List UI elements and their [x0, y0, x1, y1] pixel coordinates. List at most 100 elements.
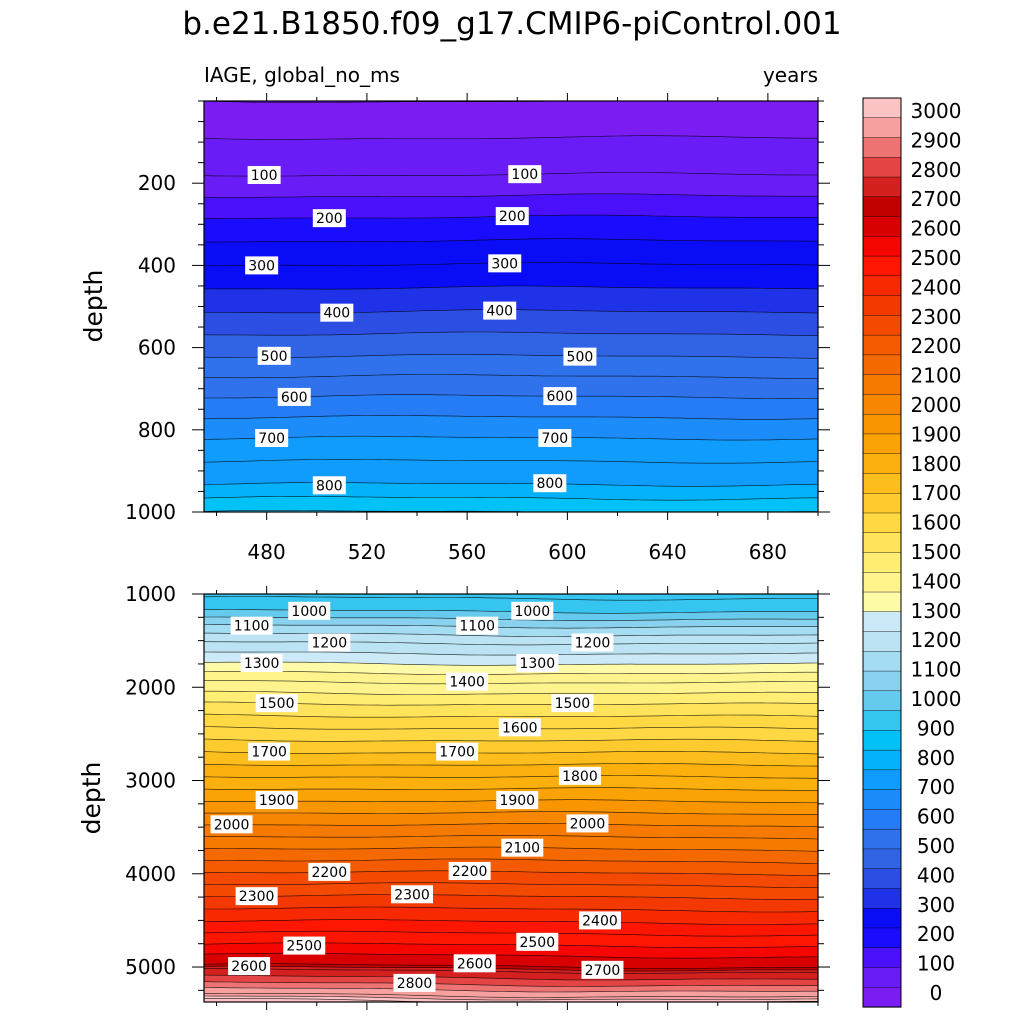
- contour-label: 1200: [308, 633, 351, 652]
- contour-label: 200: [312, 209, 346, 228]
- contour-label: 2300: [391, 885, 434, 904]
- contour-label-text: 100: [511, 167, 538, 183]
- colorbar-label: 1800: [911, 452, 962, 476]
- lower-y-axis-label: depth: [77, 762, 106, 835]
- contour-line: [204, 858, 818, 864]
- contour-label: 500: [257, 346, 291, 365]
- colorbar-label: 2100: [911, 364, 962, 388]
- contour-label-text: 500: [261, 349, 288, 365]
- contour-label: 2200: [308, 862, 351, 881]
- colorbar-label: 2500: [911, 246, 962, 270]
- contour-label: 2800: [393, 973, 436, 992]
- lower-contour-labels: 1000 1000 1100 1100 1200 1200 1300 1300 1400 1500…: [210, 601, 624, 992]
- colorbar-swatch: [862, 749, 902, 771]
- contour-label: 400: [320, 303, 354, 322]
- contour-label-text: 100: [251, 168, 278, 184]
- y-tick-label: 2000: [125, 675, 176, 699]
- colorbar-label: 300: [917, 893, 955, 917]
- contour-label-text: 300: [491, 256, 518, 272]
- colorbar-swatch: [862, 354, 902, 376]
- upper-depth-panel: 100 100 200 200 300 300 400 400 500 500 600 600 700 7…: [79, 93, 830, 564]
- contour-line: [204, 811, 818, 815]
- contour-label: 300: [488, 254, 522, 273]
- contour-label-text: 700: [258, 431, 285, 447]
- colorbar-swatch: [862, 394, 902, 415]
- contour-line: [204, 963, 818, 969]
- chart-title: b.e21.B1850.f09_g17.CMIP6-piControl.001: [182, 6, 841, 42]
- contour-label-text: 1800: [562, 769, 598, 785]
- colorbar-swatch: [862, 216, 902, 237]
- colorbar-swatch: [862, 97, 902, 119]
- contour-label-text: 2400: [582, 913, 618, 929]
- contour-label-text: 1000: [291, 604, 327, 620]
- contour-line: [204, 894, 818, 900]
- x-tick-label: 560: [448, 540, 486, 564]
- contour-line: [204, 238, 818, 243]
- colorbar-swatch: [862, 611, 902, 633]
- colorbar-label: 2300: [911, 305, 962, 329]
- colorbar-swatch: [862, 315, 902, 336]
- contour-label-text: 2700: [585, 963, 621, 979]
- colorbar-swatch: [862, 828, 902, 850]
- contour-label-text: 2200: [311, 865, 347, 881]
- contour-label: 1700: [436, 742, 479, 761]
- x-tick-label: 600: [548, 540, 586, 564]
- colorbar-label: 2900: [911, 128, 962, 152]
- colorbar-swatch: [862, 710, 902, 731]
- contour-label: 800: [533, 474, 567, 493]
- contour-label-text: 400: [486, 304, 513, 320]
- contour-label: 1000: [288, 601, 331, 620]
- contour-label-text: 1300: [244, 656, 280, 672]
- contour-line: [204, 596, 818, 601]
- contour-label: 2100: [501, 838, 544, 857]
- colorbar-swatch: [862, 769, 902, 791]
- colorbar-swatch: [862, 552, 902, 573]
- contour-line: [192, 583, 831, 587]
- colorbar-swatch: [862, 789, 902, 810]
- colorbar-swatch: [862, 987, 902, 1008]
- contour-label: 2700: [581, 960, 624, 979]
- contour-label-text: 2000: [214, 817, 250, 833]
- contour-line: [204, 919, 818, 925]
- contour-label-text: 1100: [234, 619, 270, 635]
- x-tick-label: 640: [649, 540, 687, 564]
- colorbar-swatch: [862, 631, 902, 652]
- contour-label-text: 800: [316, 478, 343, 494]
- contour-line: [204, 763, 818, 767]
- contour-line: [204, 835, 818, 840]
- contour-label: 1900: [496, 791, 539, 810]
- colorbar-label: 700: [917, 775, 955, 799]
- left-subtitle: IAGE, global_no_ms: [204, 63, 400, 87]
- contour-label: 2200: [448, 861, 491, 880]
- colorbar-label: 900: [917, 716, 955, 740]
- contour-label-text: 300: [248, 258, 275, 274]
- contour-label-text: 1900: [499, 793, 535, 809]
- contour-line: [204, 374, 818, 379]
- y-tick-label: 1000: [125, 500, 176, 524]
- colorbar-label: 1900: [911, 422, 962, 446]
- contour-label-text: 1200: [311, 635, 347, 651]
- colorbar-label: 100: [917, 952, 955, 976]
- upper-contour-lines: [204, 101, 818, 512]
- contour-label-text: 2600: [457, 956, 493, 972]
- colorbar-label: 2700: [911, 187, 962, 211]
- contour-line: [204, 992, 818, 998]
- y-tick-label: 400: [138, 253, 176, 277]
- contour-label: 300: [245, 256, 279, 275]
- colorbar-label: 1600: [911, 511, 962, 535]
- colorbar: 0 100 200 300 400 500 600 700 800 900 1000 1100 1200…: [862, 97, 962, 1008]
- contour-line: [204, 968, 818, 974]
- colorbar-swatch: [862, 236, 902, 257]
- colorbar-label: 0: [930, 981, 943, 1005]
- colorbar-swatch: [862, 907, 902, 929]
- colorbar-label: 1500: [911, 540, 962, 564]
- contour-line: [204, 331, 818, 337]
- colorbar-swatch: [862, 572, 902, 593]
- contour-label: 500: [563, 347, 597, 366]
- colorbar-swatch: [862, 670, 902, 692]
- contour-label-text: 1900: [259, 793, 295, 809]
- contour-label-text: 500: [567, 350, 594, 366]
- colorbar-label: 2000: [911, 393, 962, 417]
- contour-line: [204, 459, 818, 464]
- contour-label: 2300: [235, 887, 278, 906]
